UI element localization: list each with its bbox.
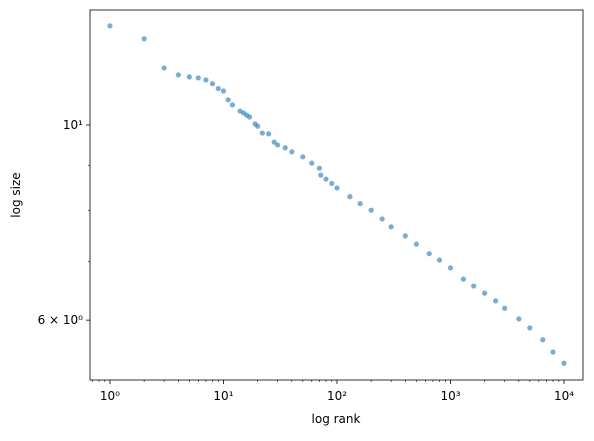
point [229, 102, 236, 108]
point [107, 23, 113, 29]
x-tick-label: 10³ [440, 389, 460, 403]
point [413, 241, 419, 247]
point [347, 194, 353, 200]
point [141, 36, 147, 42]
point [368, 207, 374, 213]
point [482, 290, 488, 296]
point [195, 75, 201, 81]
point [275, 142, 281, 148]
point [527, 325, 533, 331]
point [186, 74, 192, 80]
point [175, 72, 181, 78]
point [502, 305, 508, 311]
x-axis-label: log rank [312, 412, 361, 426]
point [357, 200, 363, 207]
point [329, 180, 335, 187]
point [289, 149, 295, 155]
point [388, 224, 394, 230]
point [516, 316, 522, 322]
point [540, 337, 546, 343]
point [402, 233, 408, 239]
y-axis-label: log size [9, 172, 23, 217]
point [203, 77, 209, 83]
point [309, 160, 315, 166]
point [255, 123, 261, 129]
plot-frame [89, 9, 584, 381]
x-tick-label: 10⁴ [554, 389, 574, 403]
point [225, 97, 231, 103]
point [460, 276, 467, 282]
point [209, 81, 216, 87]
point [561, 360, 567, 366]
point [247, 114, 253, 120]
point [220, 88, 227, 94]
point [334, 185, 340, 191]
point [316, 165, 323, 171]
y-tick-label: 10¹ [63, 118, 83, 132]
point [471, 283, 477, 289]
x-tick-label: 10² [327, 389, 347, 403]
point [493, 298, 499, 304]
point [318, 172, 324, 178]
point [447, 265, 454, 271]
point [161, 65, 167, 71]
point [436, 257, 443, 263]
point [282, 145, 288, 151]
x-tick-label: 10¹ [213, 389, 233, 403]
point [215, 85, 221, 92]
point [266, 131, 272, 137]
point [259, 130, 265, 136]
point [426, 251, 432, 257]
y-tick-label: 6 × 10⁰ [38, 313, 84, 327]
x-tick-label: 10⁰ [100, 389, 120, 403]
point [550, 349, 556, 355]
point [300, 154, 306, 160]
point [379, 216, 385, 222]
point [323, 176, 329, 182]
